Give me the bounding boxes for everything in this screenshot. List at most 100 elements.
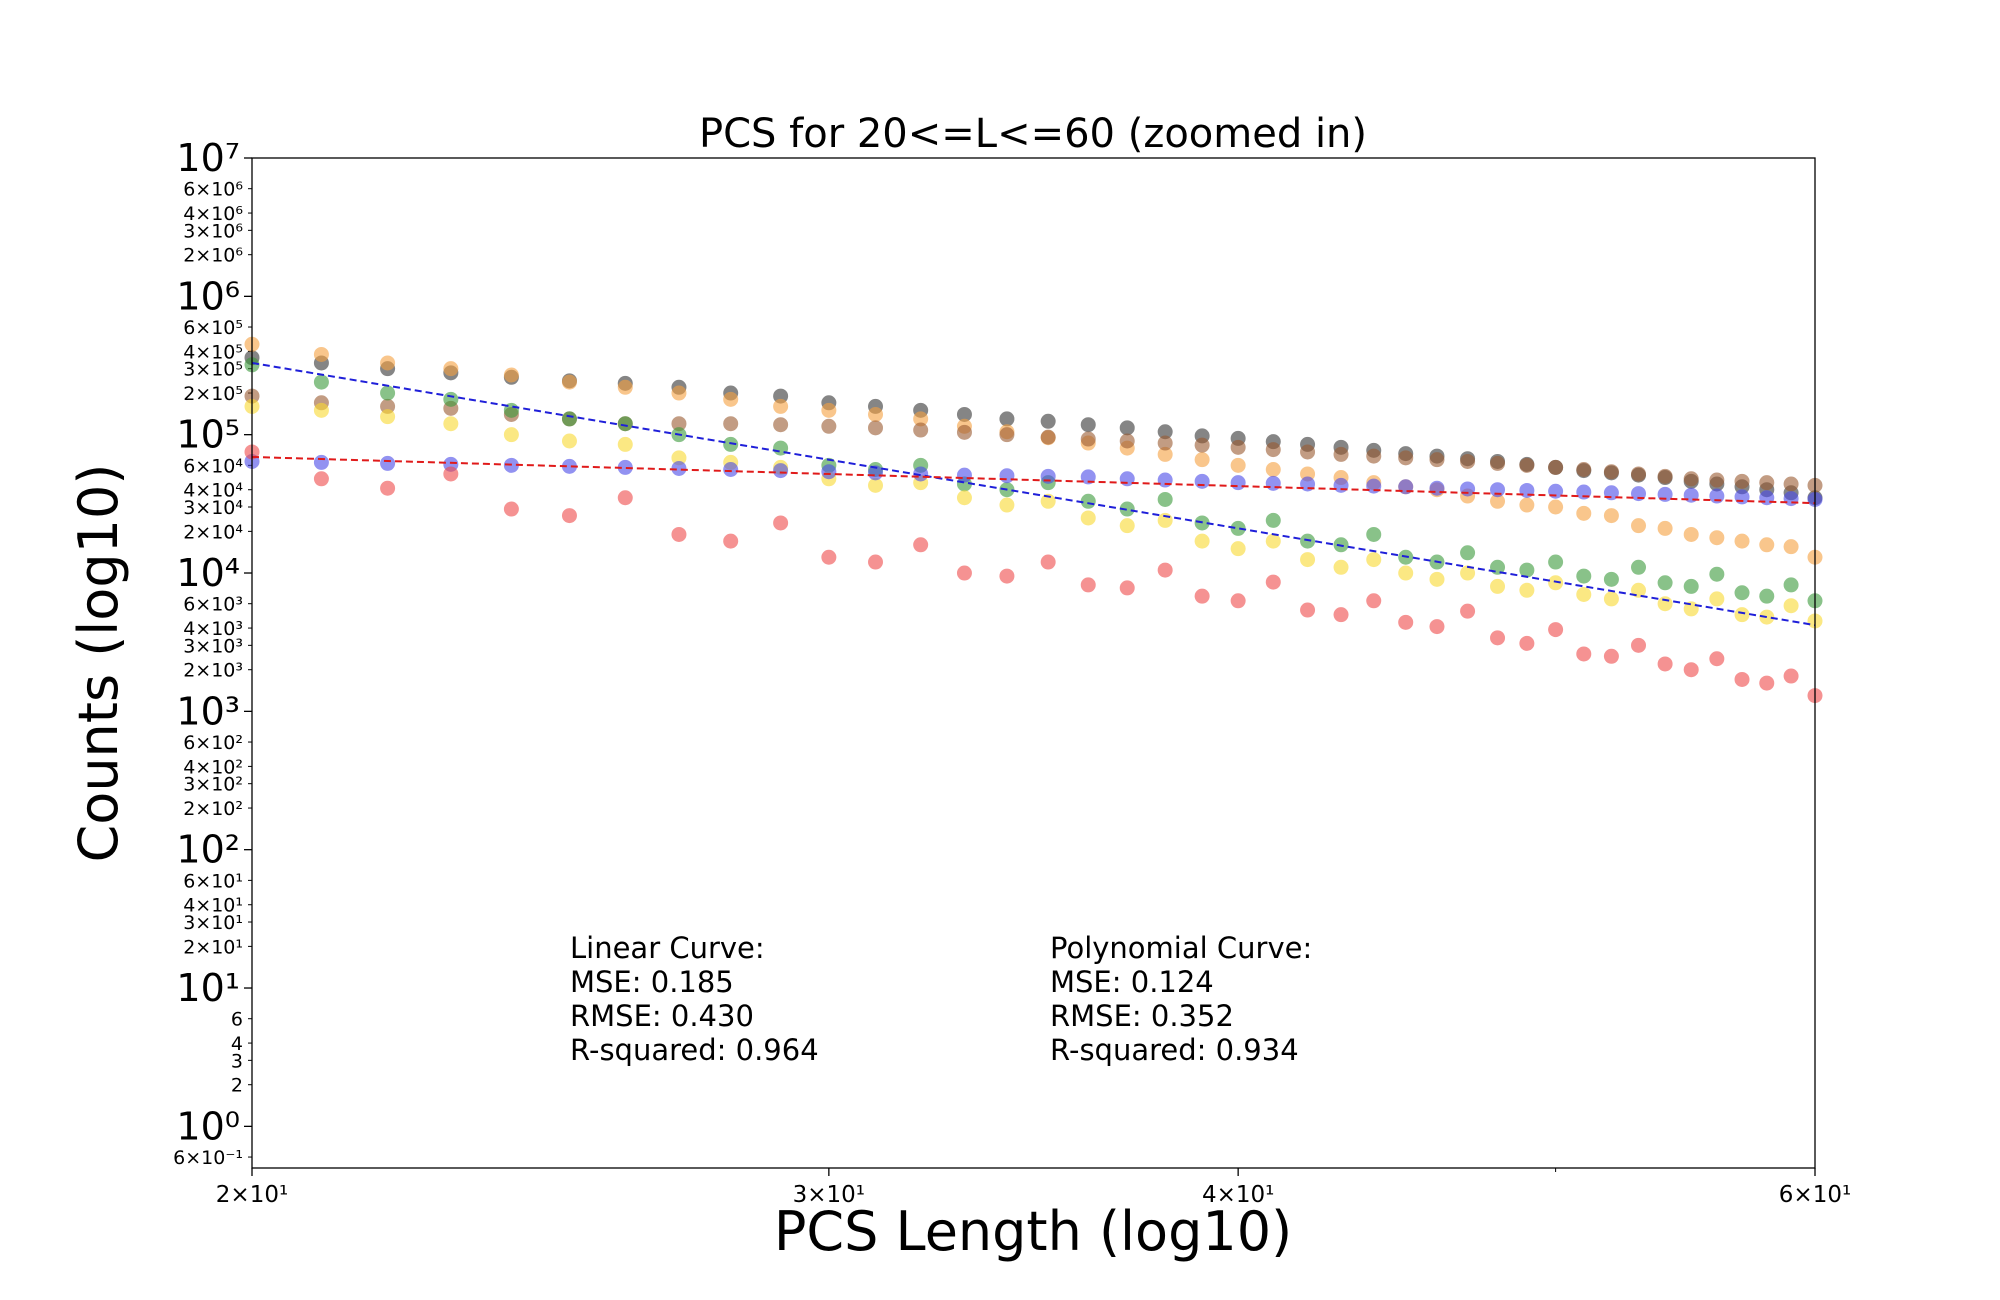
data-point — [617, 416, 633, 432]
data-point — [1519, 562, 1535, 578]
y-minor-tick-label: 3 — [231, 1050, 243, 1072]
data-point — [1734, 585, 1750, 601]
data-point — [1734, 533, 1750, 549]
data-point — [1157, 424, 1173, 440]
data-point — [1709, 651, 1725, 667]
data-point — [617, 459, 633, 475]
data-point — [1460, 545, 1476, 561]
y-major-tick-label: 10¹ — [176, 966, 240, 1010]
data-point — [1709, 566, 1725, 582]
data-point — [1333, 477, 1349, 493]
data-point — [443, 466, 459, 482]
y-minor-tick-label: 2×10¹ — [183, 936, 243, 958]
x-axis-ticks: 2×10¹ 3×10¹ 4×10¹ 6×10¹ — [216, 1168, 1851, 1208]
data-point — [1040, 493, 1056, 509]
data-point — [821, 464, 837, 480]
data-point — [617, 490, 633, 506]
data-point — [1548, 575, 1564, 591]
data-point — [1119, 420, 1135, 436]
data-point — [1429, 452, 1445, 468]
y-minor-tick-label: 4×10⁶ — [183, 203, 243, 225]
data-point — [821, 418, 837, 434]
data-point — [773, 515, 789, 531]
data-point — [1080, 431, 1096, 447]
data-point — [1230, 520, 1246, 536]
data-point — [1603, 508, 1619, 524]
data-point — [503, 427, 519, 443]
data-point — [1603, 464, 1619, 480]
data-point — [1683, 578, 1699, 594]
data-point — [443, 391, 459, 407]
y-minor-tick-label: 6×10³ — [183, 594, 243, 616]
data-point — [1366, 478, 1382, 494]
series-1 — [244, 336, 1823, 565]
y-minor-tick-label: 2 — [231, 1075, 243, 1097]
data-point — [1230, 439, 1246, 455]
data-point — [821, 402, 837, 418]
data-point — [868, 477, 884, 493]
data-point — [1759, 490, 1775, 506]
data-point — [1040, 468, 1056, 484]
y-minor-tick-label: 6×10⁵ — [183, 317, 243, 339]
data-point — [1576, 462, 1592, 478]
data-point — [1683, 662, 1699, 678]
data-point — [868, 420, 884, 436]
data-point — [443, 361, 459, 377]
data-point — [1657, 596, 1673, 612]
data-point — [1429, 480, 1445, 496]
x-tick-label: 2×10¹ — [216, 1182, 288, 1208]
data-point — [1119, 501, 1135, 517]
data-point — [1783, 491, 1799, 507]
data-point — [1265, 512, 1281, 528]
data-point — [1194, 588, 1210, 604]
annotation-line: MSE: 0.124 — [1050, 965, 1214, 999]
data-point — [1759, 675, 1775, 691]
data-point — [1157, 472, 1173, 488]
data-point — [313, 454, 329, 470]
data-point — [1576, 568, 1592, 584]
data-point — [561, 433, 577, 449]
data-point — [956, 467, 972, 483]
data-point — [313, 374, 329, 390]
y-major-tick-label: 10⁰ — [176, 1104, 240, 1148]
data-point — [1631, 466, 1647, 482]
y-minor-tick-label: 4×10⁴ — [183, 480, 243, 502]
x-axis-label: PCS Length (log10) — [774, 1200, 1292, 1263]
y-major-tick-label: 10⁶ — [176, 274, 240, 318]
annotation-line: RMSE: 0.430 — [570, 999, 754, 1033]
data-point — [1460, 603, 1476, 619]
data-point — [1265, 533, 1281, 549]
annotation-line: Linear Curve: — [570, 931, 765, 965]
data-point — [1040, 413, 1056, 429]
data-point — [443, 416, 459, 432]
data-point — [1119, 433, 1135, 449]
data-point — [1576, 646, 1592, 662]
data-point — [821, 549, 837, 565]
y-minor-tick-label: 3×10⁴ — [183, 497, 243, 519]
data-point — [1080, 469, 1096, 485]
data-point — [1490, 482, 1506, 498]
data-point — [1631, 559, 1647, 575]
data-point — [1759, 537, 1775, 553]
data-point — [1157, 491, 1173, 507]
x-tick-label: 6×10¹ — [1779, 1182, 1851, 1208]
data-point — [380, 385, 396, 401]
data-point — [1657, 468, 1673, 484]
data-point — [1398, 450, 1414, 466]
data-point — [1119, 471, 1135, 487]
data-point — [1194, 452, 1210, 468]
data-point — [1265, 442, 1281, 458]
data-point — [1460, 481, 1476, 497]
data-point — [868, 554, 884, 570]
data-point — [1734, 489, 1750, 505]
data-point — [1631, 518, 1647, 534]
data-point — [503, 501, 519, 517]
data-point — [956, 424, 972, 440]
data-point — [1709, 488, 1725, 504]
data-point — [999, 497, 1015, 513]
data-point — [1080, 493, 1096, 509]
data-point — [1300, 533, 1316, 549]
data-point — [617, 379, 633, 395]
data-point — [956, 406, 972, 422]
